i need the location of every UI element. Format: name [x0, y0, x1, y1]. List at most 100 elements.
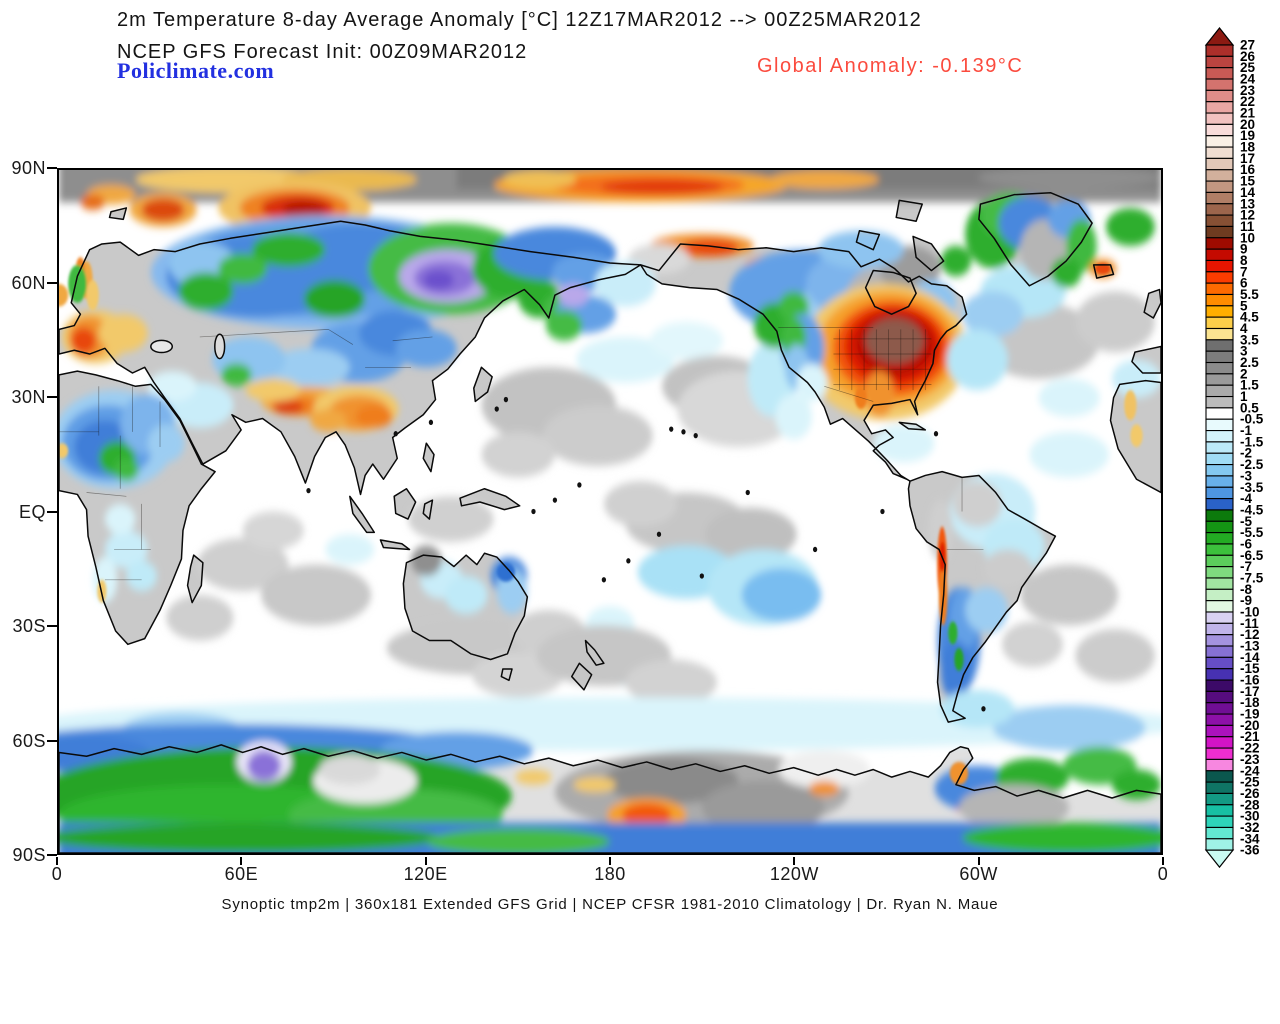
colorbar-label: -15	[1240, 661, 1260, 676]
colorbar-cell	[1205, 815, 1234, 829]
policlimate-logo-link[interactable]: Policlimate.com	[117, 58, 275, 83]
colorbar-cell	[1205, 225, 1234, 239]
colorbar-label: 8	[1240, 253, 1248, 268]
lon-axis-label: 60W	[959, 864, 998, 884]
island-dots	[306, 396, 986, 712]
colorbar-cell	[1205, 679, 1234, 692]
colorbar-cell	[1205, 55, 1234, 69]
colorbar-cell	[1205, 157, 1234, 171]
lat-axis-label: 60S	[12, 730, 46, 751]
colorbar-cell	[1205, 305, 1234, 318]
colorbar-label: 21	[1240, 106, 1256, 121]
colorbar-cell	[1205, 758, 1234, 772]
lon-axis-tick	[1162, 857, 1164, 865]
colorbar-label: 23	[1240, 83, 1256, 98]
colorbar-cell	[1205, 418, 1234, 432]
colorbar-label: 26	[1240, 49, 1256, 64]
colorbar-cell	[1205, 282, 1234, 296]
colorbar-label: 6	[1240, 276, 1248, 291]
map-subtitle: NCEP GFS Forecast Init: 00Z09MAR2012	[117, 41, 528, 63]
lon-axis-tick	[977, 857, 980, 865]
anomaly-detail-layer	[59, 257, 1143, 785]
colorbar-label: 11	[1240, 219, 1255, 234]
colorbar-label: 18	[1240, 140, 1256, 155]
lon-axis-label: 120W	[769, 864, 819, 884]
colorbar-cell	[1205, 509, 1234, 522]
lon-axis-tick	[56, 857, 58, 865]
colorbar-cell	[1205, 191, 1234, 205]
colorbar-label: -5	[1240, 514, 1252, 529]
colorbar-cell	[1205, 464, 1234, 477]
colorbar-label: -9	[1240, 593, 1252, 608]
colorbar-label: -19	[1240, 707, 1260, 722]
colorbar-cell	[1205, 203, 1234, 216]
colorbar-label: -0.5	[1240, 412, 1264, 427]
colorbar-label: 0.5	[1240, 400, 1259, 415]
colorbar-label: -34	[1240, 831, 1260, 846]
colorbar-cell	[1205, 384, 1234, 398]
colorbar-label: -4.5	[1240, 502, 1264, 517]
colorbar-label: 4.5	[1240, 310, 1259, 325]
colorbar-label: -11	[1240, 616, 1259, 631]
colorbar-cell	[1205, 622, 1234, 636]
colorbar-label: 22	[1240, 94, 1255, 109]
colorbar-cell	[1205, 430, 1234, 443]
colorbar-cell	[1205, 645, 1234, 658]
colorbar-label: -1.5	[1240, 434, 1264, 449]
colorbar-label: -23	[1240, 752, 1260, 767]
colorbar-cell	[1205, 407, 1234, 420]
lat-axis-tick	[47, 281, 57, 284]
colorbar-cell	[1205, 781, 1234, 794]
colorbar-label: -16	[1240, 673, 1260, 688]
colorbar-label: 24	[1240, 72, 1256, 87]
credit-line: Synoptic tmp2m | 360x181 Extended GFS Gr…	[221, 896, 999, 913]
colorbar-cell	[1205, 180, 1234, 193]
colorbar-cell	[1205, 395, 1234, 409]
colorbar-cell	[1205, 441, 1234, 454]
lon-axis-label: 0	[1157, 864, 1169, 884]
lat-axis-label: 60N	[11, 272, 46, 293]
colorbar-label: -6	[1240, 536, 1252, 551]
colorbar-cell	[1205, 588, 1234, 602]
colorbar-label: -20	[1240, 718, 1260, 733]
colorbar-label: 5.5	[1240, 287, 1259, 302]
colorbar-label: -13	[1240, 639, 1260, 654]
colorbar-cell	[1205, 452, 1234, 466]
colorbar-cell	[1205, 520, 1234, 534]
colorbar-label: -1	[1240, 423, 1252, 438]
colorbar-cell	[1205, 112, 1234, 125]
colorbar-cell	[1205, 169, 1234, 182]
colorbar-label: 15	[1240, 174, 1256, 189]
colorbar-cell	[1205, 101, 1234, 114]
colorbar-label: -26	[1240, 786, 1260, 801]
anomaly-field-layer	[59, 170, 1161, 853]
colorbar-label: -4	[1240, 491, 1252, 506]
colorbar-label: -22	[1240, 741, 1260, 756]
colorbar-label: 3	[1240, 344, 1248, 359]
colorbar-label: 1.5	[1240, 378, 1259, 393]
colorbar-label: 12	[1240, 208, 1255, 223]
colorbar-label: -24	[1240, 763, 1260, 778]
colorbar-label: 17	[1240, 151, 1255, 166]
colorbar-cell	[1205, 350, 1234, 364]
colorbar-arrow-top	[1204, 27, 1235, 46]
colorbar-cell	[1205, 804, 1234, 817]
lat-axis-label: 30S	[12, 616, 46, 636]
colorbar-cell	[1205, 826, 1234, 840]
lat-axis-tick	[47, 739, 57, 742]
world-anomaly-map	[57, 168, 1163, 855]
colorbar-cell	[1205, 89, 1234, 103]
colorbar-label: -7.5	[1240, 570, 1264, 585]
colorbar-cell	[1205, 838, 1234, 851]
lon-axis-label: 120E	[403, 864, 448, 884]
colorbar-label: -14	[1240, 650, 1260, 665]
colorbar-label: -8	[1240, 582, 1252, 597]
colorbar-cell	[1205, 78, 1234, 91]
lon-axis-label: 60E	[224, 864, 259, 884]
colorbar-label: -32	[1240, 820, 1260, 835]
colorbar-cell	[1205, 486, 1234, 500]
colorbar-label: 3.5	[1240, 332, 1259, 347]
colorbar-label: 16	[1240, 162, 1256, 177]
lat-axis-tick	[47, 510, 57, 513]
colorbar-cell	[1205, 475, 1234, 488]
